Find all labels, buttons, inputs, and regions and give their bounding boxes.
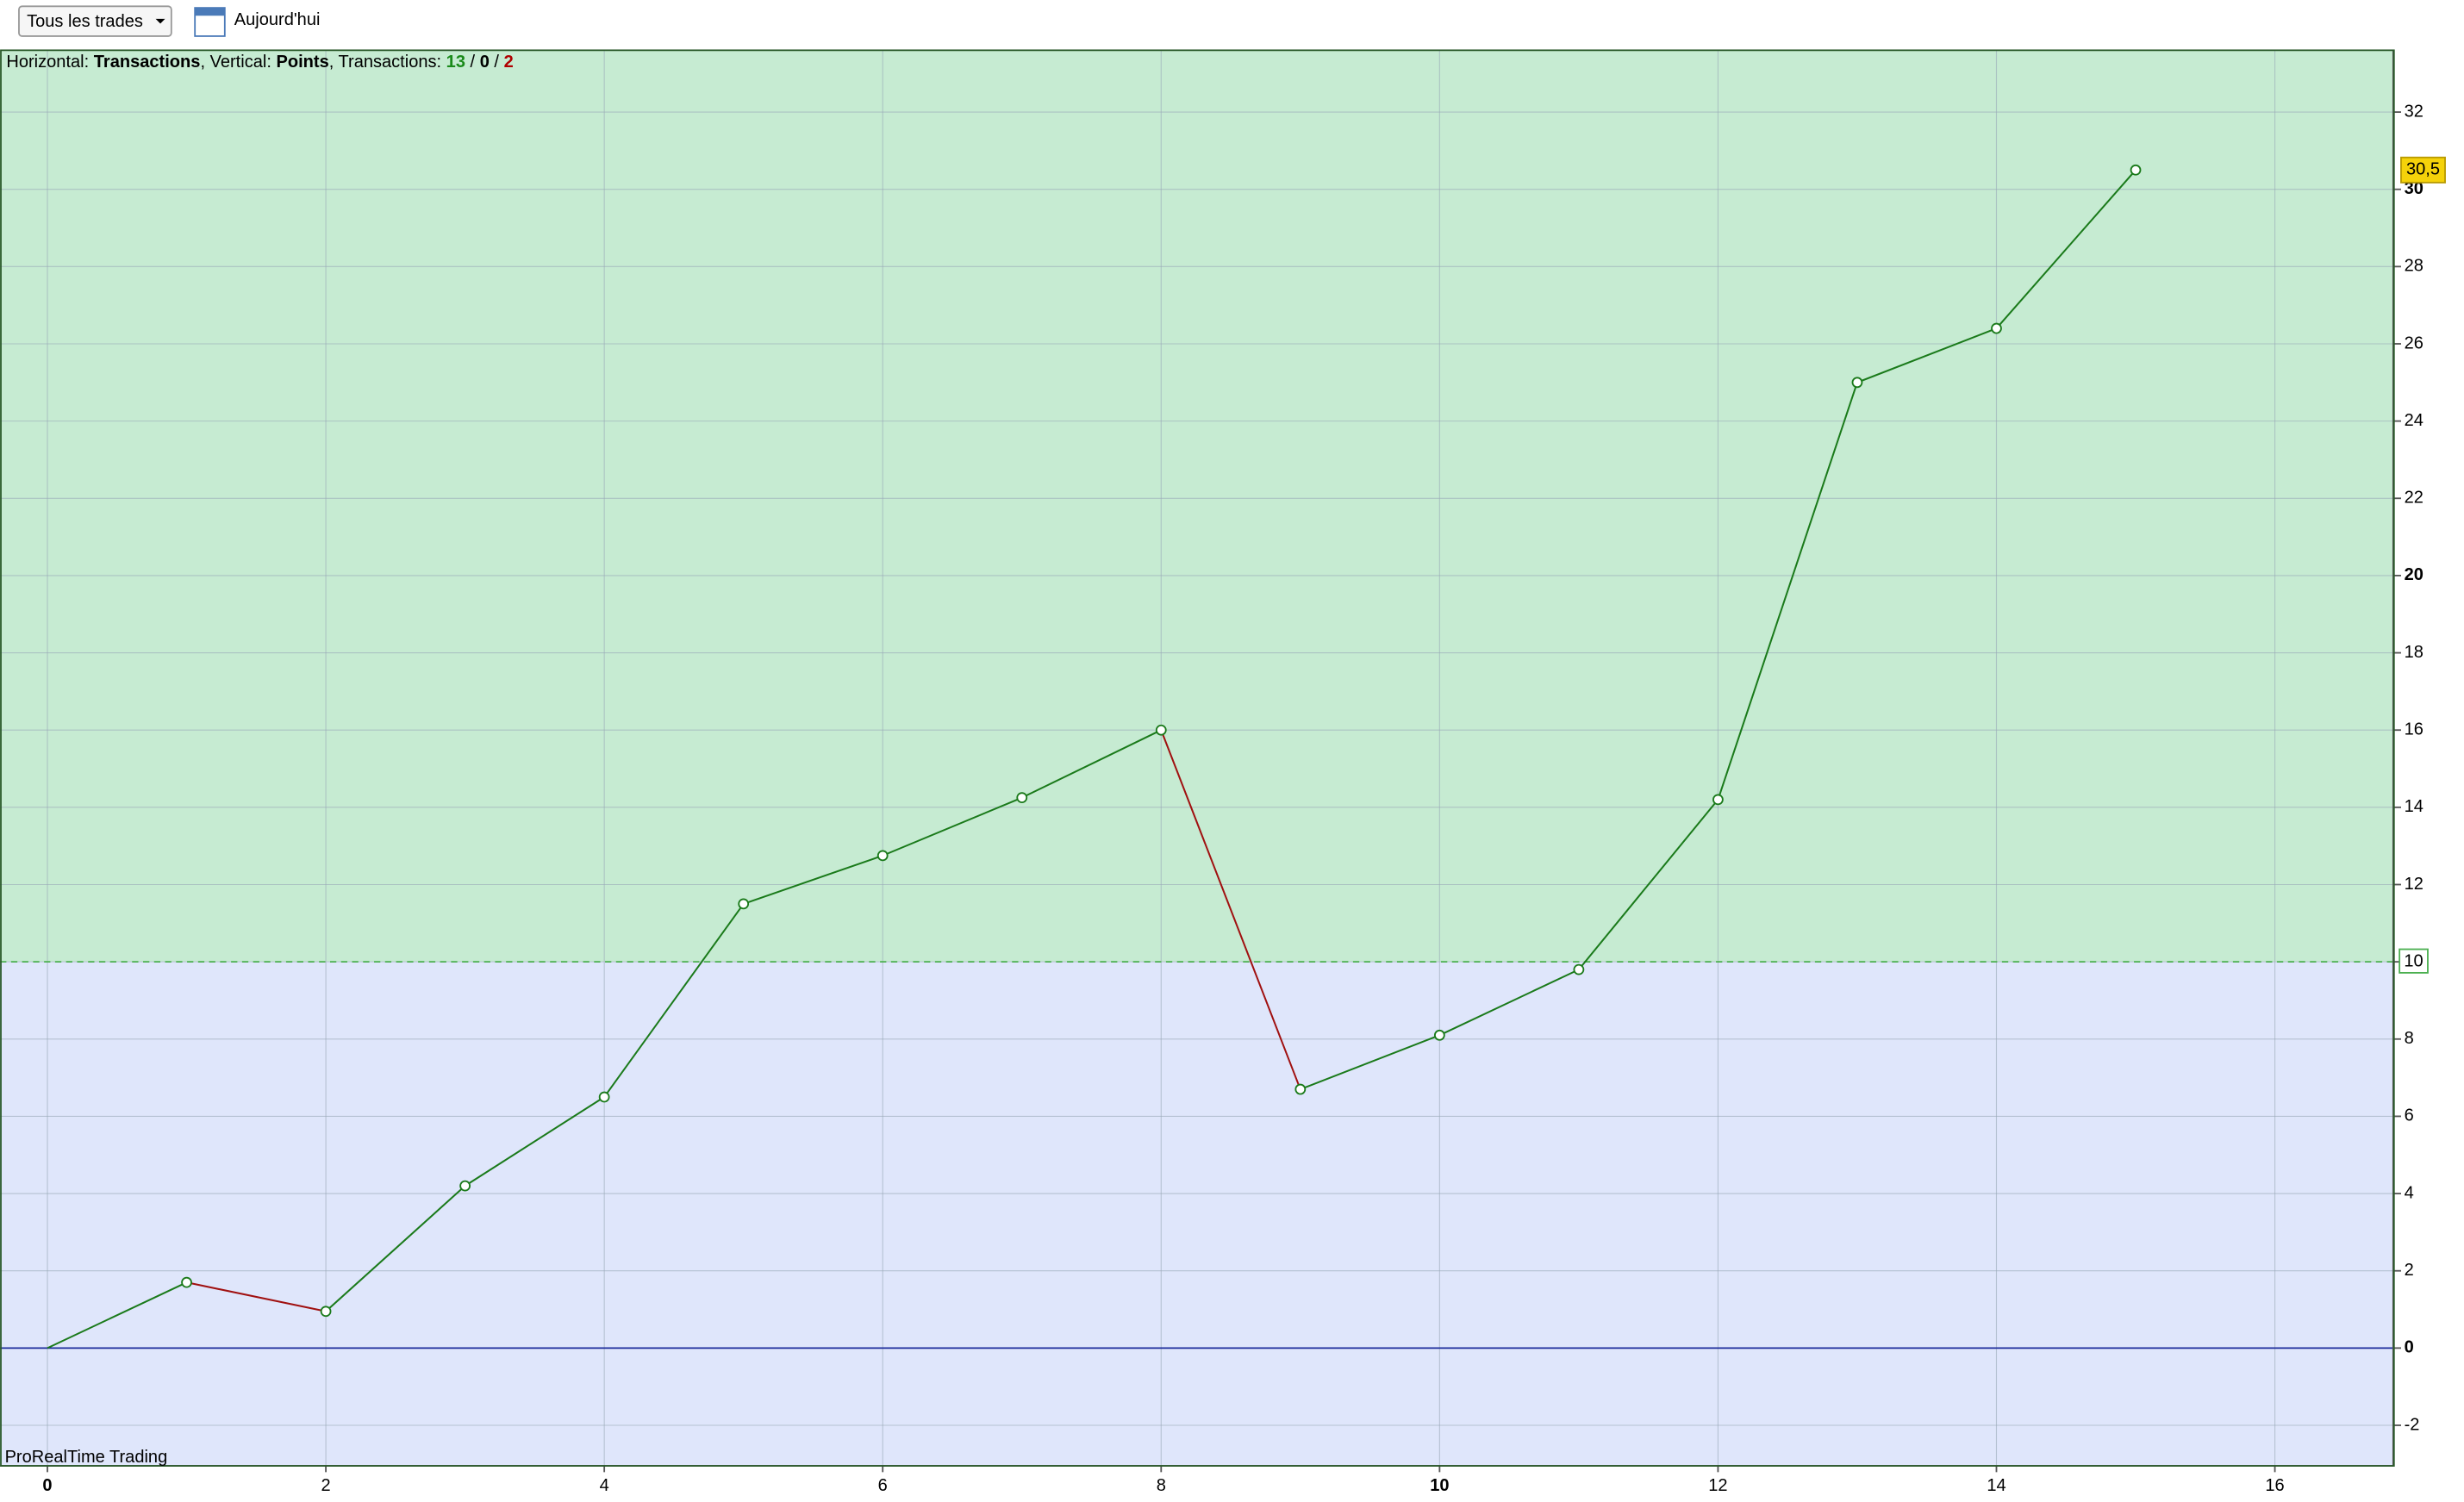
y-tick-label: 4 [2405,1183,2414,1202]
line-segment [1578,799,1719,970]
line-segment [186,1281,327,1312]
y-tick-label: 24 [2405,411,2423,430]
x-tick-label: 10 [1430,1476,1449,1495]
line-segment [603,903,745,1098]
last-value-box [2400,156,2446,184]
below-zone [0,962,2393,1467]
info-part: 13 [446,53,465,72]
calendar-icon-top [195,8,225,16]
point [598,1091,610,1103]
date-label[interactable]: Aujourd'hui [234,10,321,29]
x-tick-label: 14 [1987,1476,2006,1495]
dropdown-arrow [155,18,165,24]
info-part: Horizontal: [6,53,93,72]
point [1294,1083,1307,1095]
info-part: Points [276,53,328,72]
info-part: , Vertical: [200,53,276,72]
line-segment [1717,382,1858,801]
threshold-box [2399,948,2429,974]
line-segment [1856,327,1997,383]
line-segment [1438,969,1580,1037]
line-segment [1300,1034,1440,1090]
point [320,1306,332,1318]
info-part: Transactions [94,53,201,72]
line-segment [325,1185,466,1312]
line-segment [465,1096,605,1187]
y-tick-label: 14 [2405,797,2423,816]
watermark: ProRealTime Trading [5,1448,168,1467]
y-tick-label: 32 [2405,102,2423,121]
point [738,898,750,910]
y-tick-label: 8 [2405,1029,2414,1048]
x-tick-label: 12 [1708,1476,1727,1495]
filter-dropdown[interactable] [18,5,172,37]
point [459,1180,471,1192]
line-segment [1995,169,2137,329]
x-tick-label: 2 [321,1476,331,1495]
y-tick-label: -2 [2405,1415,2420,1434]
point [181,1276,192,1288]
last-value-label: 30,5 [2406,160,2440,179]
point [1991,322,2002,334]
threshold-label: 10 [2404,951,2423,970]
y-tick-label: 16 [2405,720,2423,739]
y-tick-label: 12 [2405,875,2423,894]
point [1155,724,1167,736]
y-tick-label: 22 [2405,489,2423,508]
point [1573,963,1585,975]
info-part: / [490,53,504,72]
line-segment [1160,729,1301,1090]
point [2130,164,2142,176]
point [1712,794,1724,806]
filter-label[interactable]: Tous les trades [27,12,143,31]
y-tick-label: 26 [2405,333,2423,352]
y-tick-label: 20 [2405,565,2423,584]
line-segment [882,796,1023,857]
y-tick-label: 0 [2405,1338,2414,1357]
x-tick-label: 4 [600,1476,609,1495]
point [1433,1029,1445,1041]
x-tick-label: 16 [2265,1476,2284,1495]
line-segment [47,1281,187,1349]
x-tick-label: 8 [1157,1476,1166,1495]
point [1016,792,1028,804]
y-tick-label: 18 [2405,643,2423,662]
y-tick-label: 28 [2405,257,2423,276]
info-part: 2 [504,53,514,72]
info-part: 0 [480,53,490,72]
point [1851,377,1863,389]
y-tick-label: 2 [2405,1261,2414,1280]
info-text: Horizontal: Transactions, Vertical: Poin… [6,53,513,72]
line-segment [743,854,883,905]
info-part: , Transactions: [329,53,446,72]
above-zone [0,50,2393,963]
x-tick-label: 0 [42,1476,52,1495]
x-tick-label: 6 [878,1476,888,1495]
plot-frame [0,49,2395,1467]
point [876,850,889,862]
y-tick-label: 30 [2405,179,2423,198]
line-segment [1021,729,1162,799]
y-tick-label: 6 [2405,1106,2414,1125]
info-part: / [465,53,480,72]
